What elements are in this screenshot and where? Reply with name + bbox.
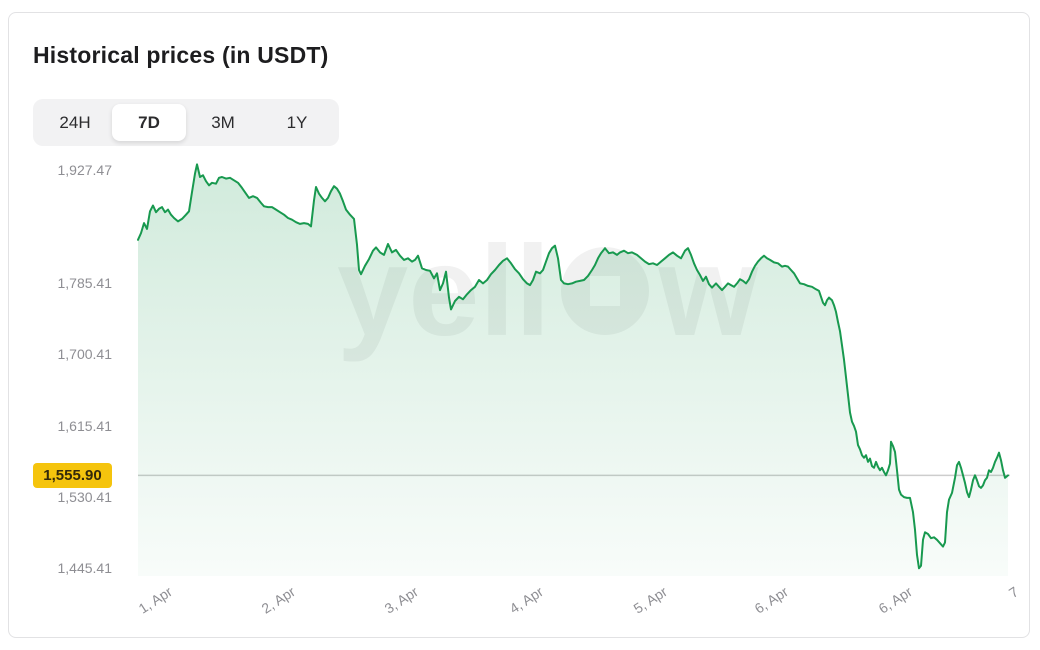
tab-1y[interactable]: 1Y [260, 104, 334, 141]
y-axis-label: 1,700.41 [57, 346, 113, 363]
tab-7d[interactable]: 7D [112, 104, 186, 141]
tab-24h[interactable]: 24H [38, 104, 112, 141]
tab-3m[interactable]: 3M [186, 104, 260, 141]
timeframe-tabs: 24H 7D 3M 1Y [33, 99, 339, 146]
current-price-badge: 1,555.90 [33, 462, 112, 488]
y-axis-label: 1,615.41 [57, 417, 113, 434]
y-axis-label: 1,445.41 [57, 560, 113, 576]
price-area [138, 164, 1008, 576]
y-axis-label: 1,785.41 [57, 275, 113, 292]
chart-title: Historical prices (in USDT) [33, 42, 329, 68]
y-axis-label: 1,530.41 [57, 488, 113, 505]
y-axis-label: 1,927.47 [57, 162, 113, 178]
